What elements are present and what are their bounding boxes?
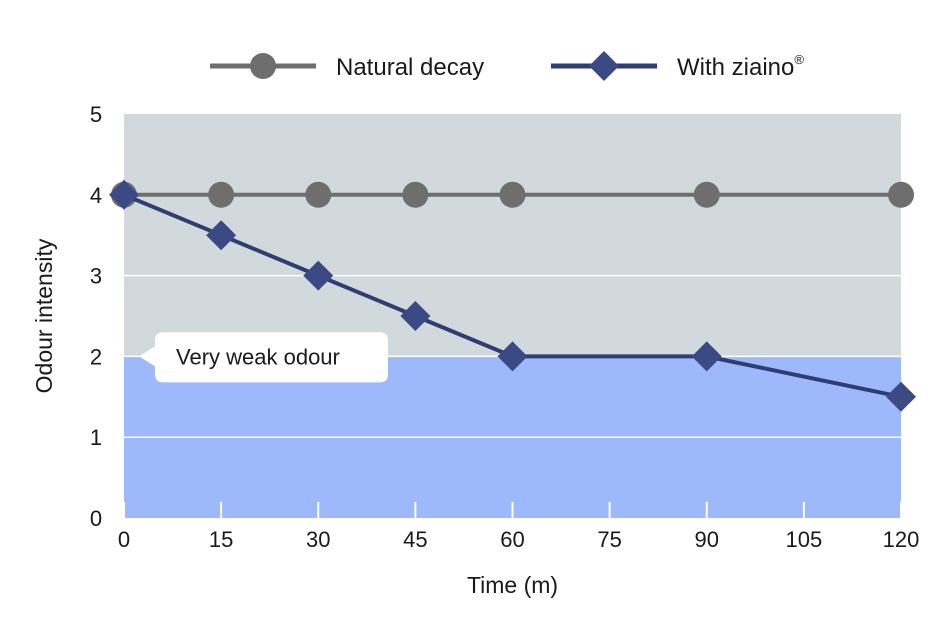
y-axis-ticks: 0 1 2 3 4 5 <box>90 102 102 531</box>
data-point <box>400 301 431 331</box>
data-point <box>402 181 429 208</box>
y-tick-label: 2 <box>90 344 102 369</box>
callout-label: Very weak odour <box>176 344 340 369</box>
band-0 <box>124 114 901 357</box>
y-tick-label: 3 <box>90 264 102 289</box>
y-tick-label: 5 <box>90 102 102 127</box>
x-axis-ticks: 0 15 30 45 60 75 90 105 120 <box>118 502 919 552</box>
data-point <box>693 181 720 208</box>
x-tick-label: 75 <box>597 527 621 552</box>
y-tick-label: 0 <box>90 506 102 531</box>
callout-bubble <box>139 332 388 383</box>
data-point <box>303 260 334 291</box>
annotation-callout: Very weak odour <box>139 332 388 383</box>
x-tick-label: 90 <box>695 527 719 552</box>
data-point <box>497 341 528 372</box>
data-point <box>206 220 237 251</box>
legend-label-1: Natural decay <box>336 54 484 81</box>
x-tick-label: 120 <box>883 527 920 552</box>
background-bands <box>124 114 901 518</box>
x-tick-label: 60 <box>500 527 524 552</box>
data-point <box>886 381 916 412</box>
series-layer <box>109 179 916 412</box>
legend: Natural decay With ziaino® <box>210 51 804 81</box>
y-tick-label: 1 <box>90 425 102 450</box>
registered-mark: ® <box>794 52 804 67</box>
y-axis-label: Odour intensity <box>31 238 57 393</box>
y-tick-label: 4 <box>90 183 102 208</box>
x-axis-label: Time (m) <box>467 572 558 598</box>
x-tick-label: 30 <box>306 527 330 552</box>
data-point <box>888 181 914 208</box>
data-point <box>109 179 139 210</box>
data-point <box>305 181 332 208</box>
data-point <box>691 341 722 372</box>
legend-marker-2 <box>589 51 619 81</box>
x-tick-label: 45 <box>403 527 427 552</box>
data-point <box>499 181 526 208</box>
x-tick-label: 15 <box>209 527 233 552</box>
legend-label-2: With ziaino® <box>677 52 804 81</box>
data-point <box>208 181 235 208</box>
legend-marker-1 <box>250 53 276 79</box>
x-tick-label: 105 <box>786 527 823 552</box>
x-tick-label: 0 <box>118 527 130 552</box>
